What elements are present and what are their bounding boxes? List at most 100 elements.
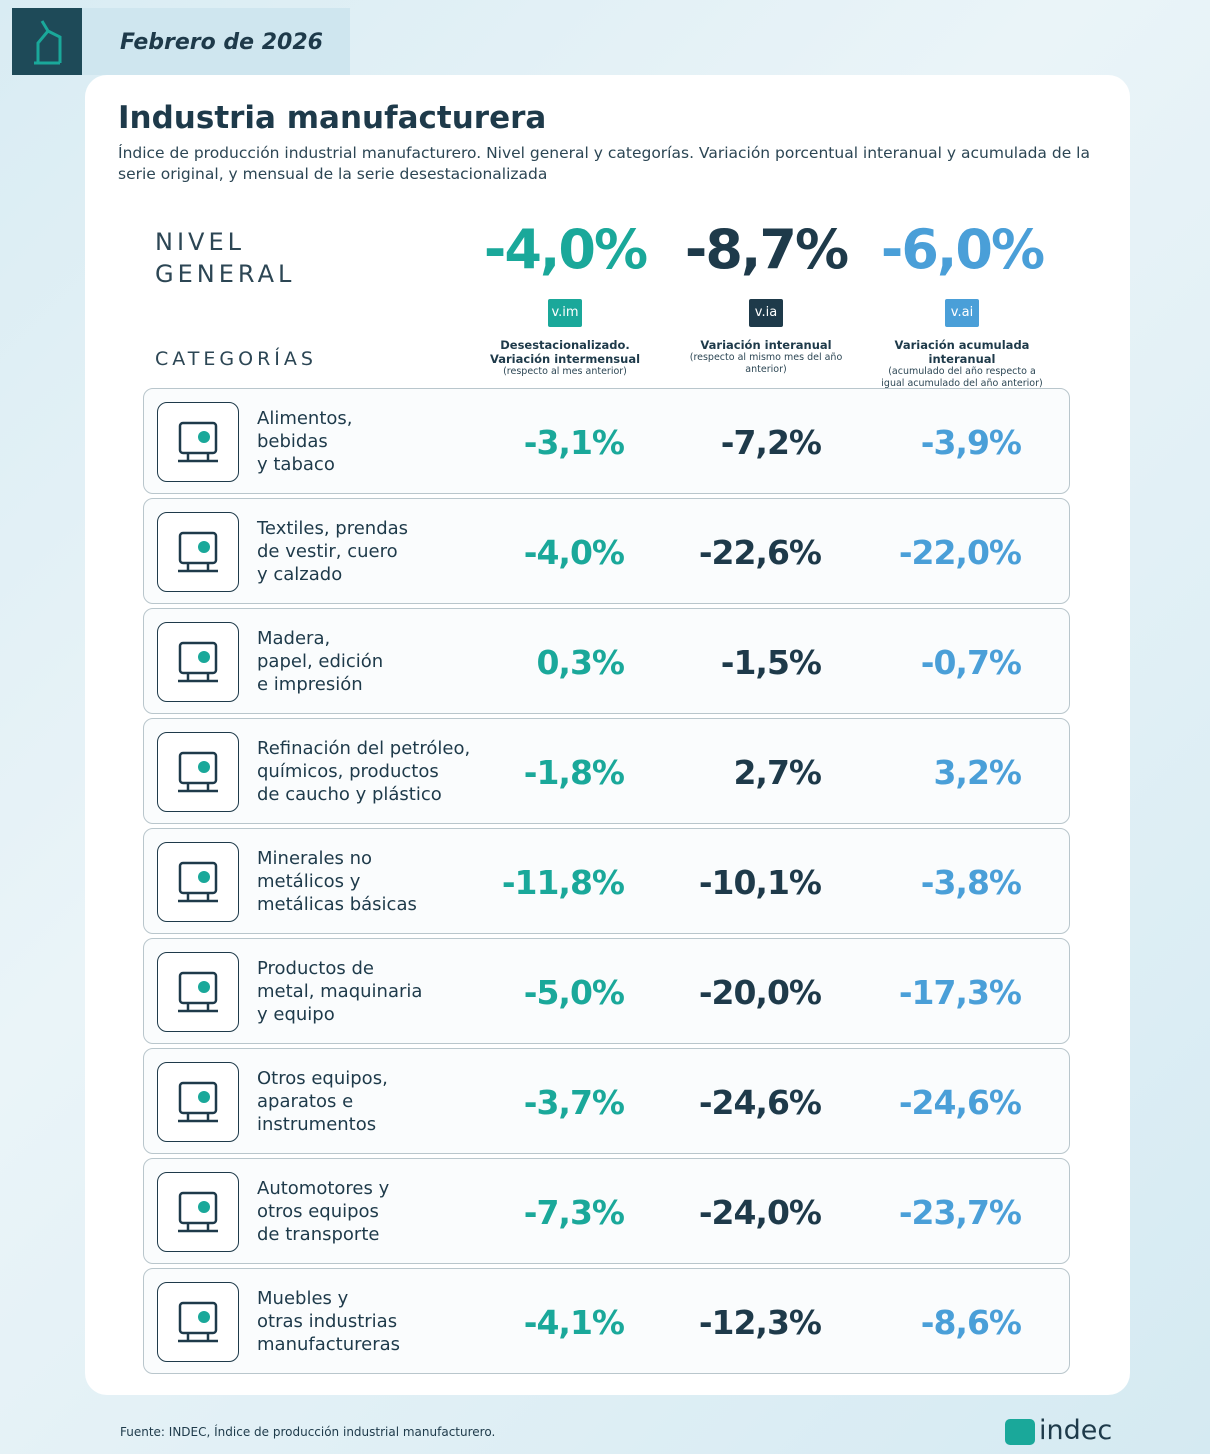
categories-label: CATEGORÍAS — [155, 348, 317, 370]
category-name-line: Madera, — [257, 628, 331, 649]
category-row: Alimentos, bebidas y tabaco -3,1% -7,2% -3,9% — [143, 388, 1070, 494]
category-value: -1,8% — [523, 753, 625, 792]
subtitle: Índice de producción industrial manufact… — [118, 144, 1090, 183]
icon-glyph — [178, 861, 218, 903]
general-value: -6,0% — [880, 218, 1045, 281]
category-name-line: químicos, productos — [257, 761, 439, 782]
category-icon — [157, 1282, 239, 1362]
badge: v.ai — [945, 299, 979, 327]
category-name: Madera, papel, edición e impresión — [257, 627, 383, 696]
category-value: -3,7% — [523, 1083, 625, 1122]
category-name: Automotores y otros equipos de transporte — [257, 1177, 389, 1246]
category-name-line: y tabaco — [257, 454, 335, 475]
category-name: Otros equipos, aparatos e instrumentos — [257, 1067, 388, 1136]
category-name-line: y equipo — [257, 1004, 335, 1025]
category-value: -4,1% — [523, 1303, 625, 1342]
header-icon — [12, 8, 82, 75]
category-value: -3,9% — [920, 423, 1022, 462]
category-value: -24,6% — [898, 1083, 1022, 1122]
general-label: GENERAL — [155, 260, 296, 288]
category-value: -7,3% — [523, 1193, 625, 1232]
category-value: -24,6% — [698, 1083, 822, 1122]
category-icon — [157, 952, 239, 1032]
logo-text: indec — [1039, 1415, 1113, 1446]
category-value: -24,0% — [698, 1193, 822, 1232]
general-value: -8,7% — [684, 218, 849, 281]
category-name: Alimentos, bebidas y tabaco — [257, 407, 353, 476]
category-row: Muebles y otras industrias manufactureras -… — [143, 1268, 1070, 1374]
category-value: -10,1% — [698, 863, 822, 902]
category-value: -7,2% — [720, 423, 822, 462]
category-value: -8,6% — [920, 1303, 1022, 1342]
category-value: -12,3% — [698, 1303, 822, 1342]
category-name-line: otros equipos — [257, 1201, 379, 1222]
category-name-line: Productos de — [257, 958, 374, 979]
column-note: (respecto al mismo mes del año anterior) — [689, 352, 843, 375]
category-name-line: Minerales no — [257, 848, 373, 869]
category-name-line: y calzado — [257, 564, 343, 585]
column-note: (acumulado del año respecto a igual acum… — [881, 366, 1043, 389]
category-name-line: metálicos y — [257, 871, 361, 892]
category-name-line: manufactureras — [257, 1334, 400, 1355]
badge: v.ia — [749, 299, 783, 327]
icon-glyph — [178, 531, 218, 573]
category-value: 0,3% — [536, 643, 625, 682]
category-row: Productos de metal, maquinaria y equipo -5,… — [143, 938, 1070, 1044]
category-icon — [157, 1172, 239, 1252]
category-row: Refinación del petróleo, químicos, produc… — [143, 718, 1070, 824]
category-name-line: Otros equipos, — [257, 1068, 388, 1089]
category-name: Textiles, prendas de vestir, cuero y calza… — [257, 517, 408, 586]
category-name-line: e impresión — [257, 674, 363, 695]
badge: v.im — [548, 299, 582, 327]
header-tab — [82, 8, 350, 75]
column-title-line: Desestacionalizado. — [500, 338, 630, 352]
category-name: Refinación del petróleo, químicos, produc… — [257, 737, 470, 806]
icon-glyph — [178, 421, 218, 463]
category-name-line: Muebles y — [257, 1288, 349, 1309]
category-value: -22,0% — [898, 533, 1022, 572]
category-name-line: instrumentos — [257, 1114, 377, 1135]
category-value: -20,0% — [698, 973, 822, 1012]
column-title: Variación interanual (respecto al mismo m… — [666, 338, 866, 376]
category-name-line: bebidas — [257, 431, 328, 452]
icon-glyph — [178, 751, 218, 793]
category-value: -5,0% — [523, 973, 625, 1012]
category-value: -4,0% — [523, 533, 625, 572]
category-name-line: de caucho y plástico — [257, 784, 442, 805]
category-icon — [157, 512, 239, 592]
category-name-line: metal, maquinaria — [257, 981, 423, 1002]
category-icon — [157, 1062, 239, 1142]
category-name-line: Refinación del petróleo, — [257, 738, 471, 759]
date: Febrero de 2026 — [120, 30, 323, 55]
icon-glyph — [178, 641, 218, 683]
column-title-line: Variación intermensual — [489, 352, 641, 366]
category-name: Productos de metal, maquinaria y equipo — [257, 957, 422, 1026]
category-value: -22,6% — [698, 533, 822, 572]
category-name-line: papel, edición — [257, 651, 384, 672]
category-icon — [157, 622, 239, 702]
general-value: -4,0% — [483, 218, 648, 281]
category-value: -1,5% — [720, 643, 822, 682]
icon-glyph — [178, 971, 218, 1013]
category-value: -23,7% — [898, 1193, 1022, 1232]
logo: indec — [1005, 1415, 1112, 1446]
category-value: -0,7% — [920, 643, 1022, 682]
column-title: Desestacionalizado. Variación intermensua… — [465, 338, 665, 378]
category-row: Textiles, prendas de vestir, cuero y calza… — [143, 498, 1070, 604]
category-value: -3,8% — [920, 863, 1022, 902]
icon-glyph — [178, 1081, 218, 1123]
source: Fuente: INDEC, Índice de producción indu… — [120, 1425, 496, 1439]
category-row: Otros equipos, aparatos e instrumentos -3,7… — [143, 1048, 1070, 1154]
title: Industria manufacturera — [118, 100, 547, 136]
category-row: Madera, papel, edición e impresión 0,3% -1,5… — [143, 608, 1070, 714]
category-value: 2,7% — [733, 753, 822, 792]
category-name-line: aparatos e — [257, 1091, 354, 1112]
column-title-line: Variación acumulada interanual — [894, 338, 1030, 366]
category-name-line: Alimentos, — [257, 408, 353, 429]
category-name-line: de vestir, cuero — [257, 541, 398, 562]
category-icon — [157, 732, 239, 812]
category-name-line: de transporte — [257, 1224, 380, 1245]
category-value: -17,3% — [898, 973, 1022, 1012]
category-value: -3,1% — [523, 423, 625, 462]
category-icon — [157, 842, 239, 922]
